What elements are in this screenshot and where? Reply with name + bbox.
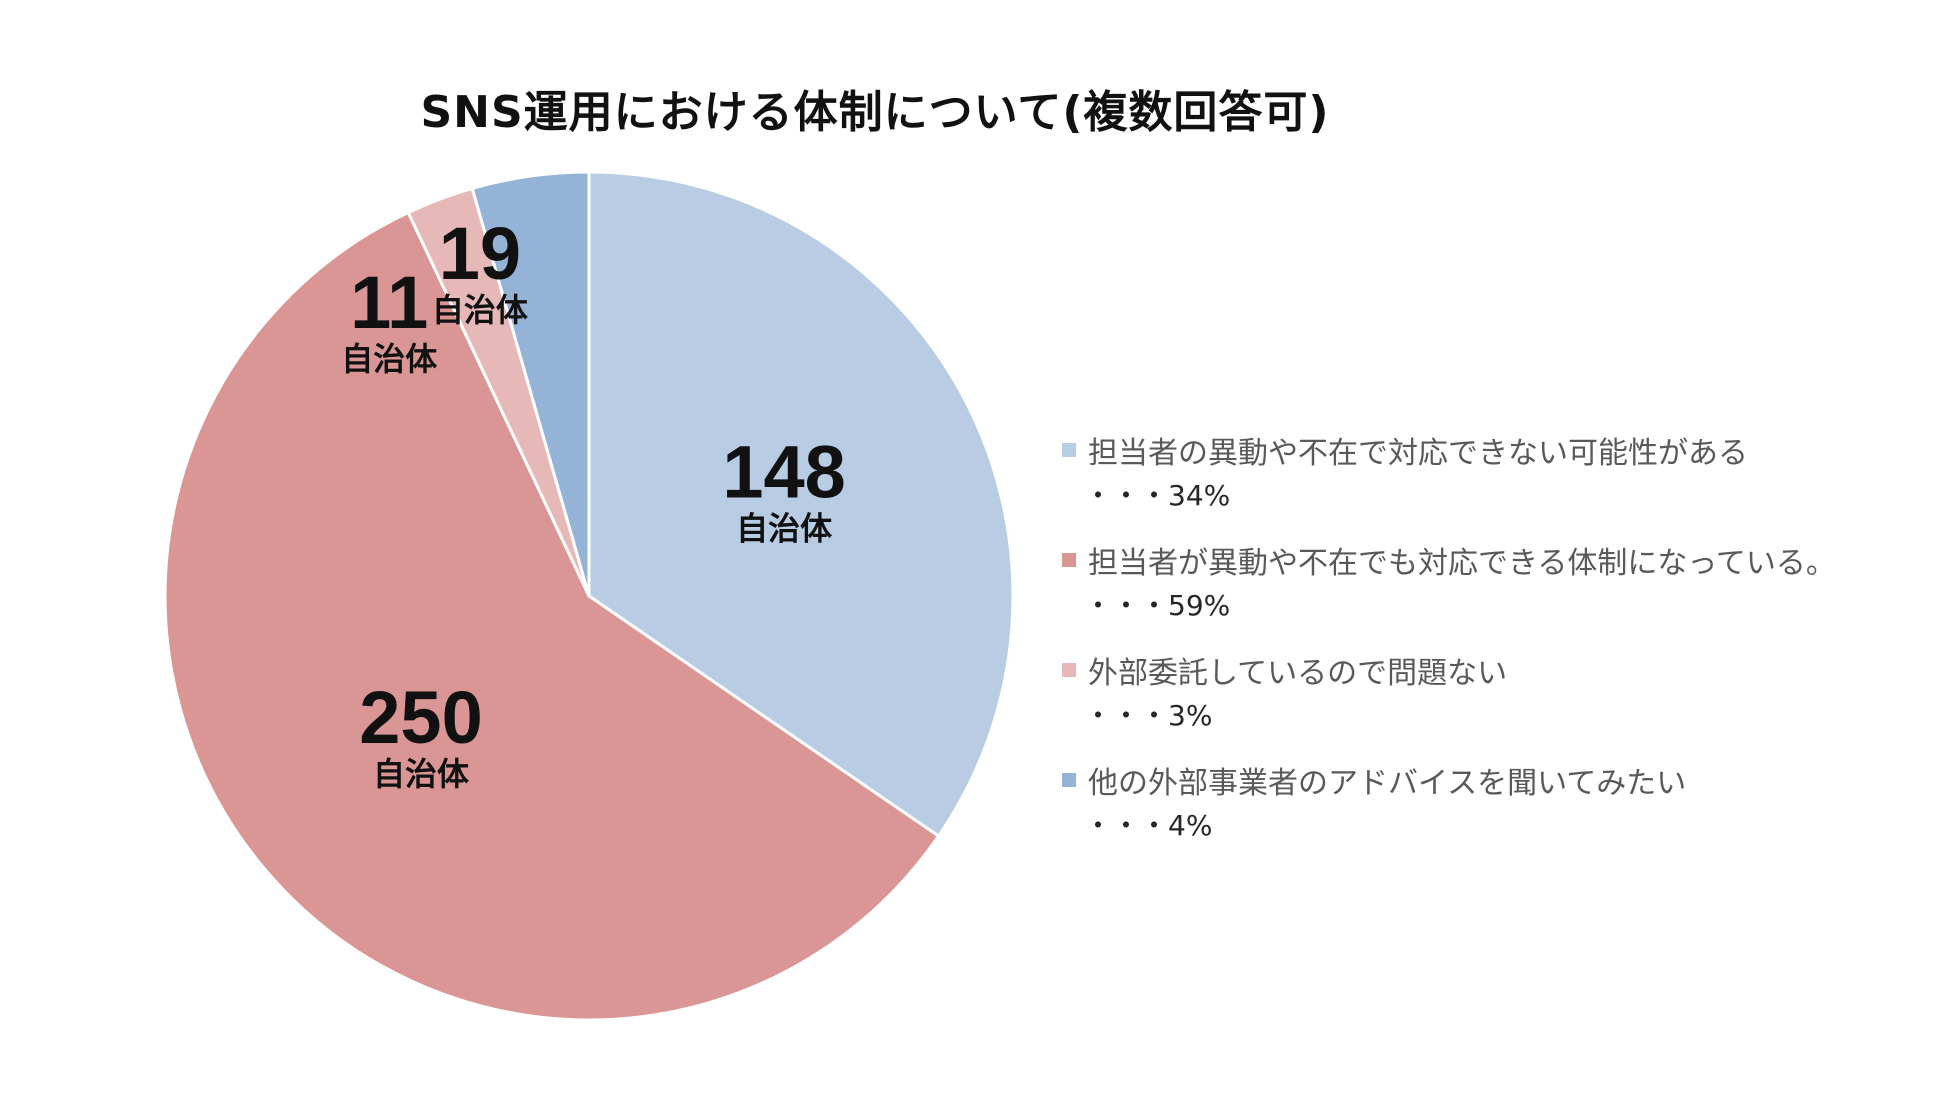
legend-label: 担当者が異動や不在でも対応できる体制になっている。 (1088, 546, 1836, 581)
chart-title: SNS運用における体制について(複数回答可) (420, 87, 1330, 138)
legend-item: 担当者の異動や不在で対応できない可能性がある ・・・34% (1062, 425, 1942, 517)
slice-unit-label: 自治体 (432, 291, 528, 329)
legend-swatch (1062, 663, 1076, 677)
legend-percent: ・・・4% (1084, 809, 1213, 842)
legend-item: 外部委託しているので問題ない ・・・3% (1062, 645, 1942, 737)
legend-label: 他の外部事業者のアドバイスを聞いてみたい (1088, 766, 1687, 801)
slice-value-label: 11 (350, 261, 428, 344)
slice-unit-label: 自治体 (736, 509, 832, 547)
legend-item: 担当者が異動や不在でも対応できる体制になっている。 ・・・59% (1062, 535, 1942, 627)
pie-slice (163, 210, 941, 1022)
slice-value-label: 250 (359, 676, 482, 759)
legend-item: 他の外部事業者のアドバイスを聞いてみたい ・・・4% (1062, 755, 1942, 847)
slice-value-label: 19 (439, 212, 521, 295)
legend-percent: ・・・34% (1084, 479, 1231, 512)
legend-swatch (1062, 553, 1076, 567)
legend-label: 担当者の異動や不在で対応できない可能性がある (1088, 436, 1748, 471)
legend: 担当者の異動や不在で対応できない可能性がある ・・・34% 担当者が異動や不在で… (1062, 425, 1942, 865)
slice-unit-label: 自治体 (373, 755, 469, 793)
pie-slice (470, 170, 591, 597)
legend-swatch (1062, 443, 1076, 457)
legend-percent: ・・・59% (1084, 589, 1231, 622)
slice-unit-label: 自治体 (341, 340, 437, 378)
pie-slice (587, 170, 1015, 839)
legend-swatch (1062, 773, 1076, 787)
legend-percent: ・・・3% (1084, 699, 1213, 732)
legend-label: 外部委託しているので問題ない (1088, 656, 1508, 691)
slice-value-label: 148 (722, 430, 845, 513)
